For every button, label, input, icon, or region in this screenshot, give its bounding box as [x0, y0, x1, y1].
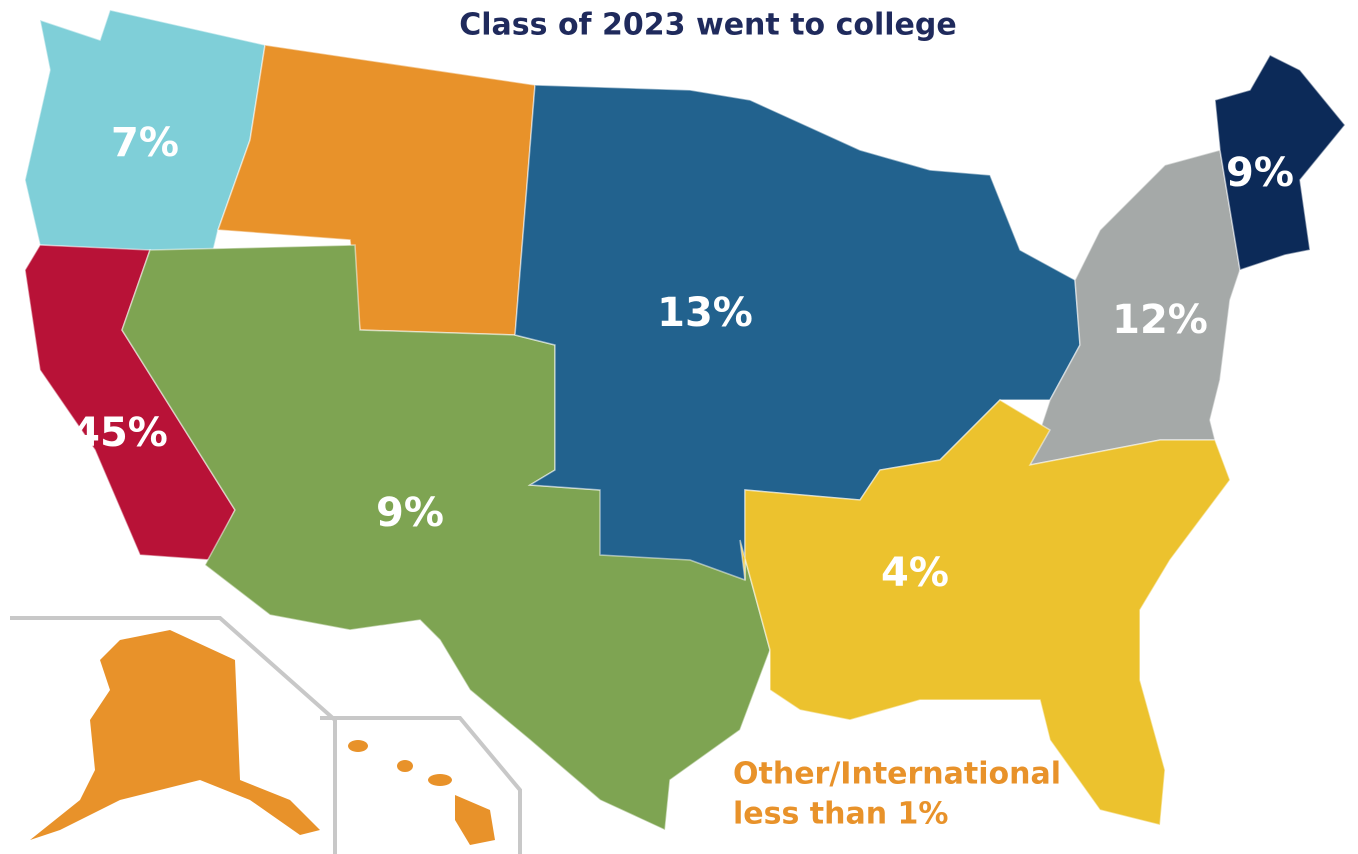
map: Class of 2023 went to college 7% 45% 9% … — [0, 0, 1358, 854]
region-label: 9% — [1226, 150, 1294, 196]
region-label: 9% — [376, 490, 444, 536]
region-label: 12% — [1112, 297, 1208, 343]
region-label: 4% — [881, 550, 949, 596]
region-label: 45% — [72, 410, 168, 456]
region-label: 7% — [111, 120, 179, 166]
alaska — [30, 630, 320, 840]
note-line: Other/International — [733, 757, 1061, 792]
hawaii — [348, 740, 495, 845]
title: Class of 2023 went to college — [459, 8, 956, 43]
note-line: less than 1% — [733, 797, 948, 832]
region-label: 13% — [657, 290, 753, 336]
